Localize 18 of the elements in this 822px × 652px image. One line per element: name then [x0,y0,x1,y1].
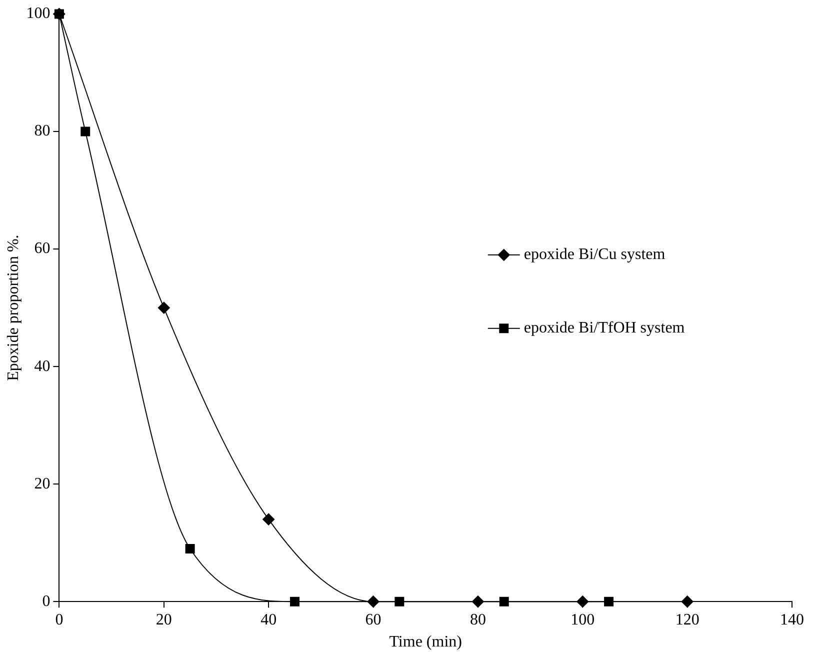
y-tick-label: 20 [34,475,50,492]
x-tick-label: 80 [470,611,486,628]
y-tick-label: 0 [42,592,50,610]
y-tick-label: 40 [34,358,50,375]
y-tick-label: 80 [34,122,50,140]
y-axis-title: Epoxide proportion %. [4,234,22,381]
x-tick-label: 0 [55,611,64,628]
x-tick-label: 20 [156,611,172,628]
x-tick-label: 100 [570,611,595,628]
legend-label: epoxide Bi/TfOH system [524,320,686,337]
x-axis-title: Time (min) [389,634,462,651]
legend-label: epoxide Bi/Cu system [524,246,666,264]
x-tick-label: 40 [260,611,277,628]
x-tick-label: 60 [365,611,382,628]
x-tick-label: 140 [780,611,804,628]
y-tick-label: 60 [34,240,50,258]
x-tick-label: 120 [675,611,700,628]
y-tick-label: 100 [26,5,50,22]
